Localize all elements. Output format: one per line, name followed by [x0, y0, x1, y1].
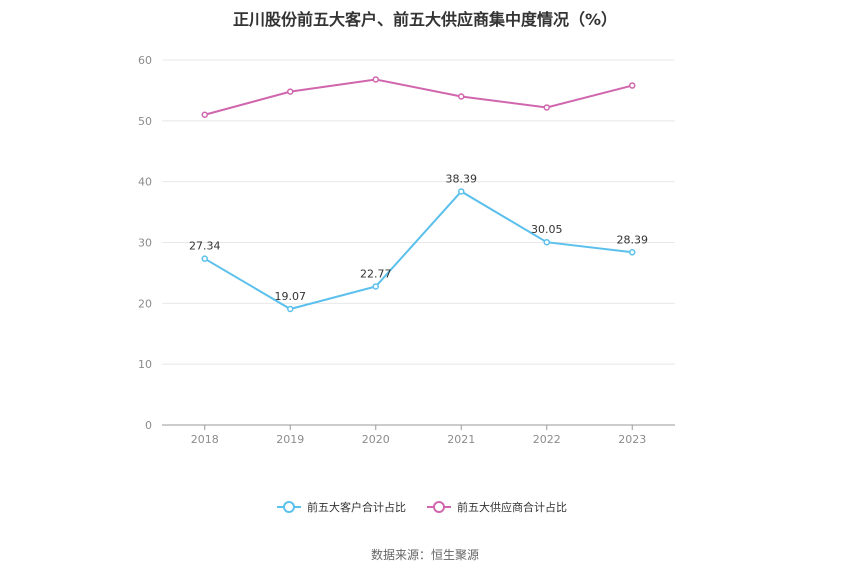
y-tick-label-30: 30 — [138, 237, 152, 250]
data-point-1-2021 — [458, 93, 465, 100]
y-tick-label-0: 0 — [145, 419, 152, 432]
data-point-0-2023 — [629, 249, 636, 256]
data-point-1-2022 — [543, 104, 550, 111]
y-tick-label-20: 20 — [138, 297, 152, 310]
data-label-2021: 38.39 — [446, 172, 478, 185]
data-point-0-2021 — [458, 188, 465, 195]
y-tick-label-50: 50 — [138, 115, 152, 128]
legend-marker-1 — [433, 501, 445, 513]
series-line-0 — [204, 190, 633, 311]
x-tick-label-2018: 2018 — [191, 433, 219, 446]
x-tick-label-2022: 2022 — [533, 433, 561, 446]
legend-marker-0 — [283, 501, 295, 513]
data-point-1-2023 — [629, 82, 636, 89]
x-tick-label-2023: 2023 — [618, 433, 646, 446]
y-tick-label-40: 40 — [138, 176, 152, 189]
data-point-0-2020 — [372, 283, 379, 290]
data-point-1-2018 — [201, 111, 208, 118]
x-tick-label-2020: 2020 — [362, 433, 390, 446]
legend-label-0: 前五大客户合计占比 — [307, 500, 406, 514]
data-point-1-2020 — [372, 76, 379, 83]
series-line-1 — [204, 78, 633, 116]
chart-title: 正川股份前五大客户、前五大供应商集中度情况（%） — [232, 10, 618, 29]
data-point-0-2022 — [543, 238, 550, 246]
y-tick-label-60: 60 — [138, 54, 152, 67]
data-label-2018: 27.34 — [189, 240, 221, 253]
x-tick-label-2021: 2021 — [447, 433, 475, 446]
data-label-2019: 19.07 — [275, 290, 307, 303]
x-tick-label-2019: 2019 — [276, 433, 304, 446]
legend-label-1: 前五大供应商合计占比 — [457, 500, 567, 514]
data-label-2023: 28.39 — [617, 233, 649, 246]
data-label-2022: 30.05 — [531, 223, 563, 236]
y-tick-label-10: 10 — [138, 358, 152, 371]
data-point-1-2019 — [287, 88, 294, 95]
data-label-2020: 22.77 — [360, 267, 392, 280]
source-note: 数据来源：恒生聚源 — [370, 548, 479, 562]
data-point-0-2019 — [287, 305, 294, 313]
data-point-0-2018 — [201, 255, 208, 262]
